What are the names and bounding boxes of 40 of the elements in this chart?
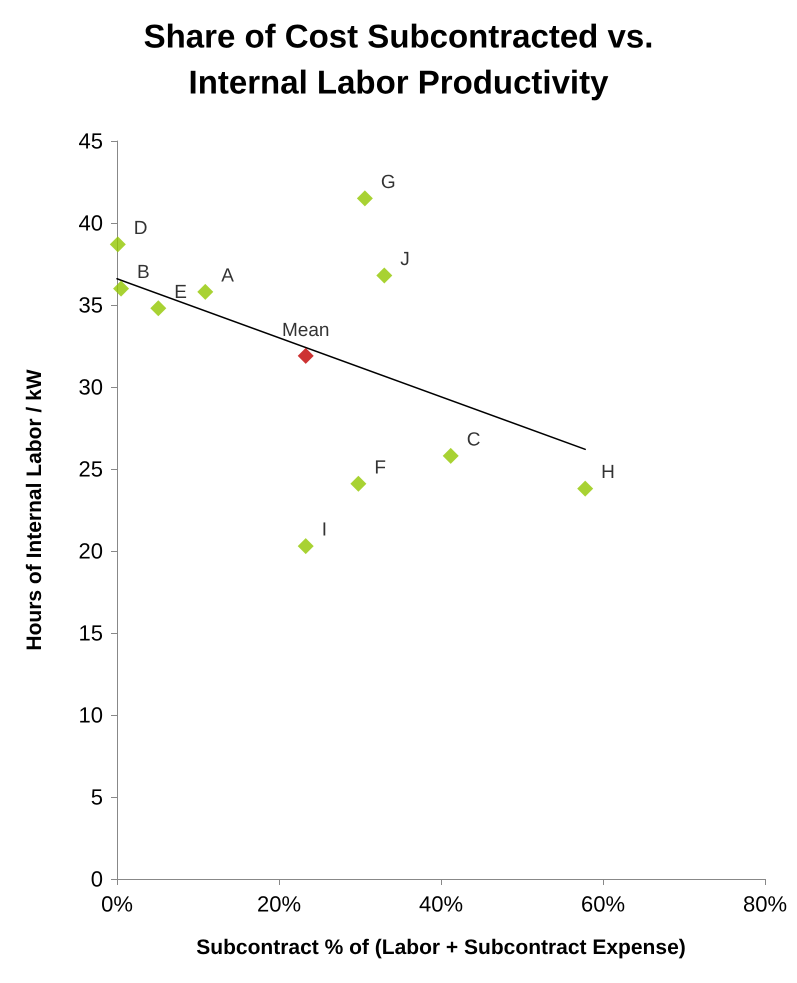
x-tick-label: 40% xyxy=(418,892,464,916)
point xyxy=(298,348,314,364)
point xyxy=(356,190,373,206)
y-tick-label: 15 xyxy=(78,620,103,646)
y-tick-label: 10 xyxy=(78,702,103,728)
point xyxy=(110,236,126,252)
y-tick-label: 0 xyxy=(90,866,103,892)
point xyxy=(442,448,459,464)
data-label: D xyxy=(134,218,148,239)
point xyxy=(298,538,314,554)
x-tick-label: 0% xyxy=(101,892,133,916)
y-tick-label: 45 xyxy=(78,128,103,154)
data-label: Mean xyxy=(282,320,330,341)
data-label: H xyxy=(601,462,615,484)
x-axis-title: Subcontract % of (Labor + Subcontract Expense) xyxy=(196,936,686,959)
data-label: C xyxy=(466,429,480,450)
data-label: G xyxy=(380,172,396,193)
y-tick-label: 20 xyxy=(78,538,103,564)
data-label: A xyxy=(221,265,234,286)
y-tick-label: 25 xyxy=(78,456,103,482)
y-tick-label: 30 xyxy=(78,374,103,400)
data-label: I xyxy=(322,520,328,541)
y-tick-label: 35 xyxy=(78,292,103,318)
x-tick-label: 20% xyxy=(256,892,302,916)
chart-title: Share of Cost Subcontracted vs. Internal Labor Productivity xyxy=(144,18,654,100)
y-tick-label: 5 xyxy=(90,784,103,810)
point xyxy=(150,300,166,316)
data-label: B xyxy=(137,262,150,284)
point xyxy=(113,280,130,297)
y-tick-label: 40 xyxy=(78,210,103,236)
y-axis-title: Hours of Internal Labor / kW xyxy=(23,369,46,651)
x-tick-label: 80% xyxy=(742,892,788,916)
point xyxy=(577,480,594,497)
data-label: E xyxy=(174,282,187,303)
point xyxy=(350,476,366,492)
data-label: F xyxy=(374,457,386,478)
x-tick-label: 60% xyxy=(580,892,626,916)
point xyxy=(376,267,392,284)
point xyxy=(197,284,214,300)
data-label: J xyxy=(400,248,410,270)
